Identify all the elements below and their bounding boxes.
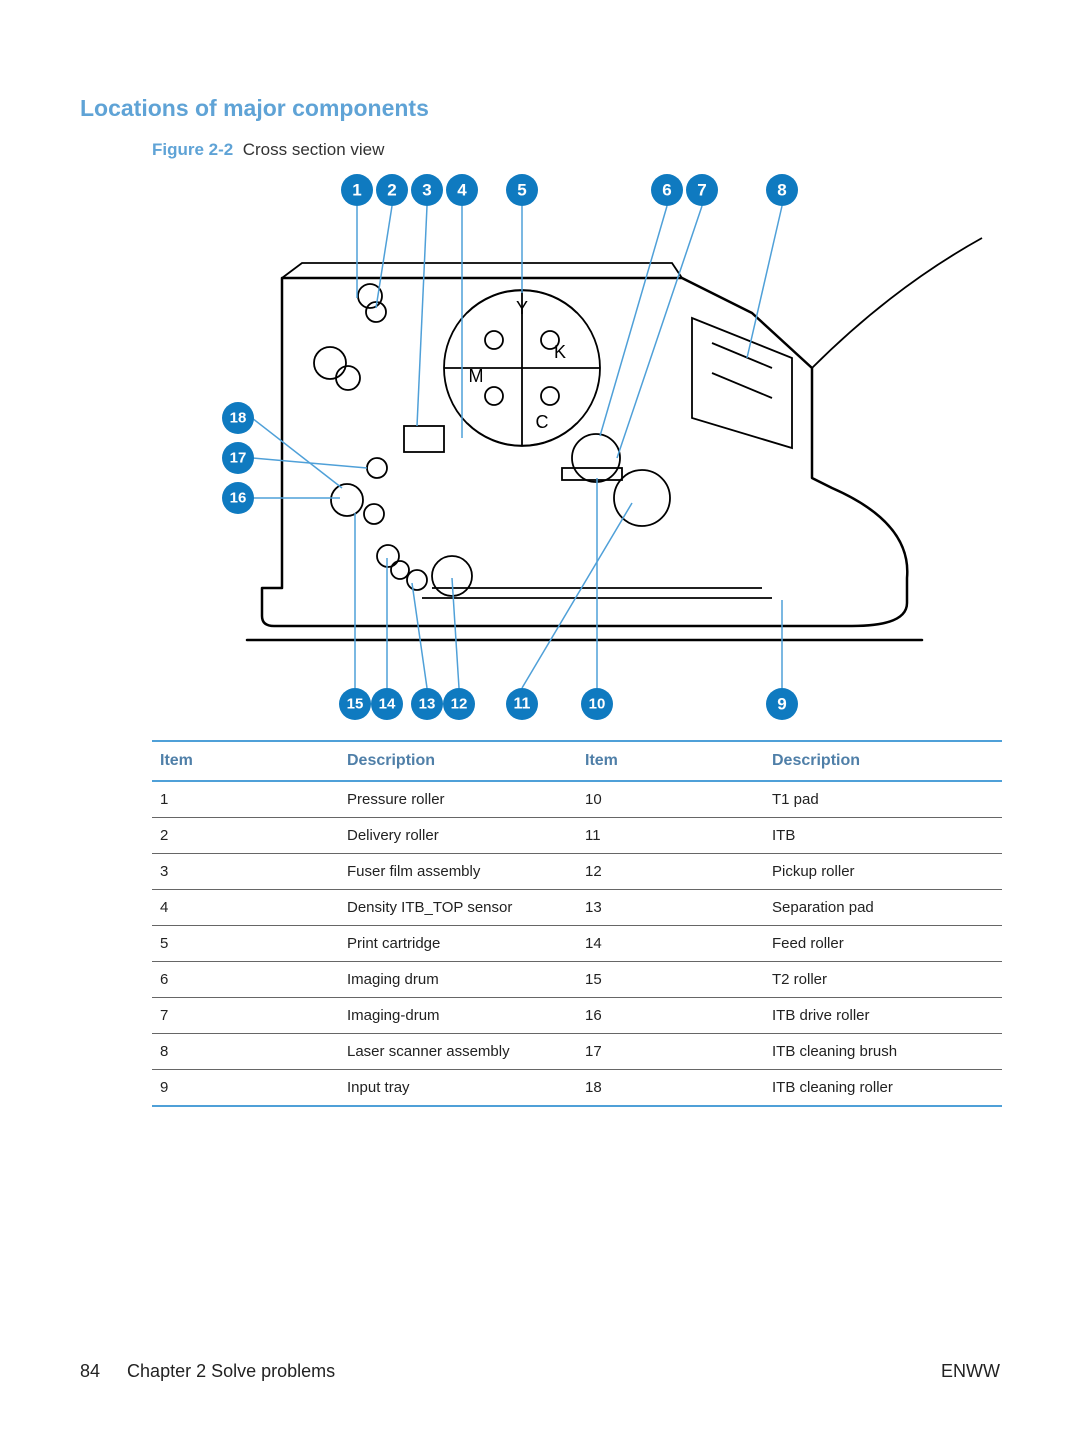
figure-caption-text: Cross section view (243, 140, 385, 159)
svg-text:10: 10 (589, 696, 606, 713)
figure-label: Figure 2-2 (152, 140, 233, 159)
footer-right: ENWW (941, 1361, 1000, 1382)
table-row: 2Delivery roller11ITB (152, 818, 1002, 854)
callout-12: 12 (443, 688, 475, 720)
callout-9: 9 (766, 688, 798, 720)
table-header-row: Item Description Item Description (152, 741, 1002, 781)
callout-15: 15 (339, 688, 371, 720)
col-desc-1: Description (339, 741, 577, 781)
callout-2: 2 (376, 174, 408, 206)
callout-8: 8 (766, 174, 798, 206)
svg-text:4: 4 (457, 181, 467, 200)
callout-5: 5 (506, 174, 538, 206)
svg-text:11: 11 (514, 696, 531, 713)
cartridge-label-k: K (554, 342, 566, 362)
callout-6: 6 (651, 174, 683, 206)
svg-text:7: 7 (697, 181, 706, 200)
figure-caption: Figure 2-2 Cross section view (152, 140, 1000, 160)
table-row: 5Print cartridge14Feed roller (152, 926, 1002, 962)
cartridge-label-c: C (536, 412, 549, 432)
table-row: 4Density ITB_TOP sensor13Separation pad (152, 890, 1002, 926)
page-footer: 84 Chapter 2 Solve problems ENWW (80, 1361, 1000, 1382)
callout-top-row: 1 2 3 4 5 6 7 8 (341, 174, 798, 206)
table-row: 1Pressure roller10T1 pad (152, 781, 1002, 818)
svg-text:8: 8 (777, 181, 786, 200)
table-row: 9Input tray18ITB cleaning roller (152, 1070, 1002, 1107)
callout-18: 18 (222, 402, 254, 434)
svg-text:5: 5 (517, 181, 526, 200)
cross-section-diagram: Y M K C 1 2 3 4 5 (152, 168, 1002, 728)
callout-11: 11 (506, 688, 538, 720)
chapter-label: Chapter 2 Solve problems (127, 1361, 335, 1381)
table-row: 7Imaging-drum16ITB drive roller (152, 998, 1002, 1034)
callout-1: 1 (341, 174, 373, 206)
callout-13: 13 (411, 688, 443, 720)
table-row: 3Fuser film assembly12Pickup roller (152, 854, 1002, 890)
svg-text:12: 12 (451, 696, 468, 713)
svg-text:16: 16 (230, 490, 247, 507)
svg-text:6: 6 (662, 181, 671, 200)
callout-left-col: 18 17 16 (222, 402, 254, 514)
cartridge-label-y: Y (516, 298, 528, 318)
callout-bottom-row: 15 14 13 12 11 10 9 (339, 688, 798, 720)
svg-text:18: 18 (230, 410, 247, 427)
table-row: 6Imaging drum15T2 roller (152, 962, 1002, 998)
table-row: 8Laser scanner assembly17ITB cleaning br… (152, 1034, 1002, 1070)
svg-text:9: 9 (777, 695, 786, 714)
svg-text:2: 2 (387, 181, 396, 200)
col-item-2: Item (577, 741, 764, 781)
col-desc-2: Description (764, 741, 1002, 781)
callout-3: 3 (411, 174, 443, 206)
cartridge-label-m: M (469, 366, 484, 386)
callout-7: 7 (686, 174, 718, 206)
callout-4: 4 (446, 174, 478, 206)
col-item-1: Item (152, 741, 339, 781)
callout-14: 14 (371, 688, 403, 720)
svg-text:3: 3 (422, 181, 431, 200)
components-table: Item Description Item Description 1Press… (152, 740, 1002, 1107)
svg-text:13: 13 (419, 696, 436, 713)
section-title: Locations of major components (80, 95, 1000, 122)
svg-text:1: 1 (352, 181, 361, 200)
page-number: 84 (80, 1361, 100, 1381)
callout-16: 16 (222, 482, 254, 514)
callout-17: 17 (222, 442, 254, 474)
svg-text:14: 14 (379, 696, 396, 713)
callout-10: 10 (581, 688, 613, 720)
svg-text:17: 17 (230, 450, 247, 467)
svg-text:15: 15 (347, 696, 364, 713)
